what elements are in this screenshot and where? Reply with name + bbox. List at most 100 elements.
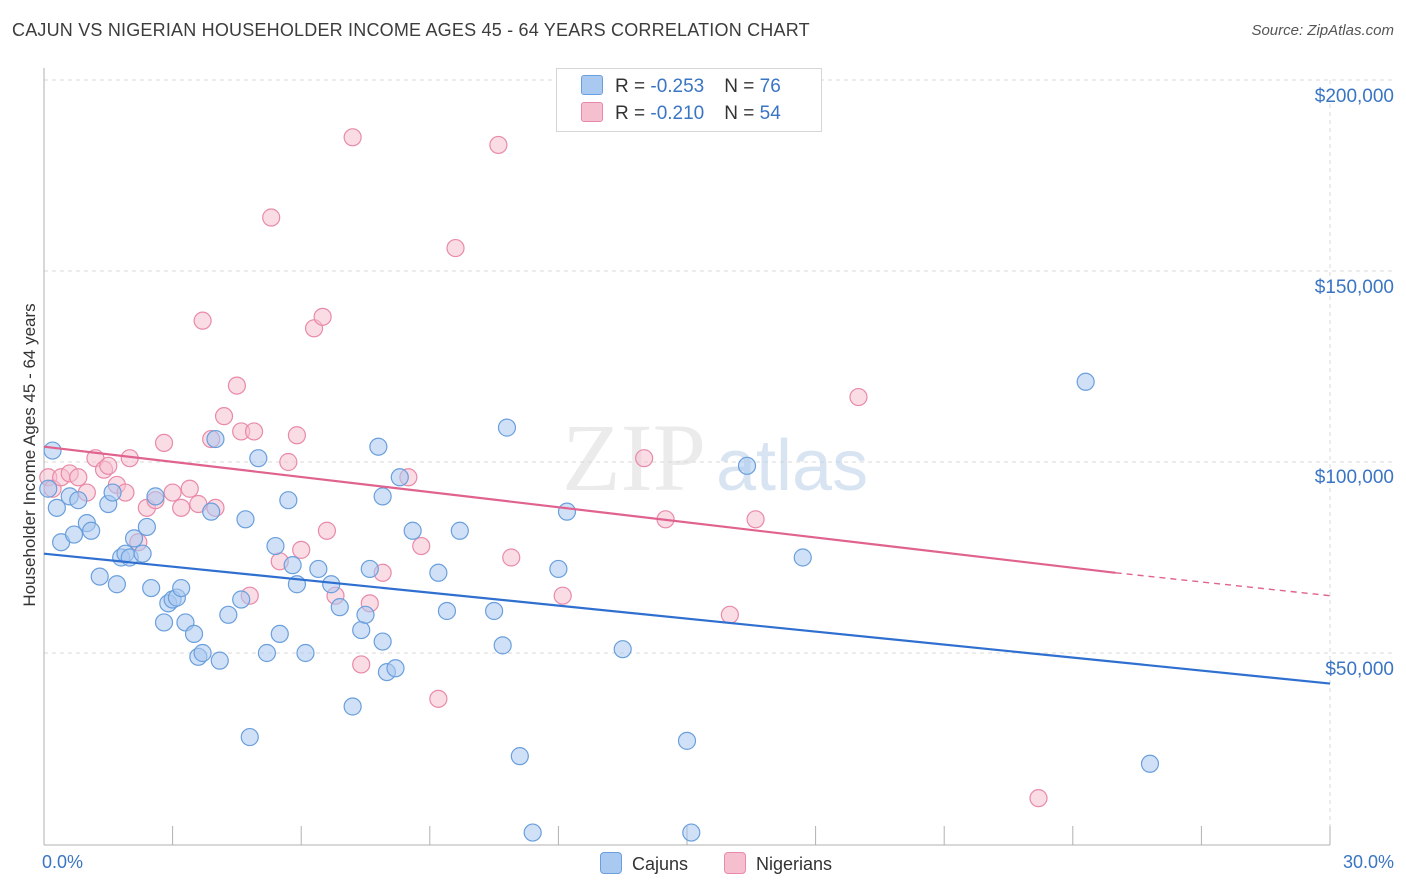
trend-lines bbox=[43, 445, 1331, 685]
cajun-point bbox=[549, 559, 568, 579]
cajun-point bbox=[343, 697, 362, 716]
cajun-point bbox=[39, 479, 58, 498]
cajun-swatch bbox=[581, 75, 603, 95]
cajun-r-value: -0.253 bbox=[650, 76, 705, 97]
cajun-point bbox=[107, 575, 126, 594]
nigerian-point bbox=[163, 483, 182, 502]
cajun-point bbox=[369, 437, 388, 456]
chart-title: CAJUN VS NIGERIAN HOUSEHOLDER INCOME AGE… bbox=[12, 20, 810, 40]
cajun-point bbox=[373, 632, 392, 651]
cajun-point bbox=[497, 418, 517, 437]
nigerian-point bbox=[489, 135, 508, 155]
cajuns-label: Cajuns bbox=[632, 854, 689, 874]
nigerian-point bbox=[1029, 789, 1048, 808]
cajun-point bbox=[677, 731, 697, 750]
cajun-points bbox=[39, 372, 1160, 842]
nigerian-point bbox=[412, 536, 431, 556]
nigerian-point bbox=[313, 307, 332, 326]
cajun-point bbox=[613, 640, 632, 659]
nigerian-point bbox=[502, 548, 521, 567]
cajun-point bbox=[352, 620, 371, 640]
cajun-point bbox=[373, 487, 392, 506]
cajun-point bbox=[43, 441, 62, 460]
cajun-point bbox=[1140, 754, 1160, 773]
cajun-point bbox=[206, 429, 225, 449]
y-axis-label: Householder Income Ages 45 - 64 years bbox=[20, 303, 39, 607]
cajun-point bbox=[193, 643, 212, 663]
cajun-point bbox=[682, 823, 701, 842]
nigerian-point bbox=[720, 605, 739, 624]
r-label: R = bbox=[615, 103, 651, 124]
cajun-point bbox=[257, 643, 277, 663]
nigerians-label: Nigerians bbox=[756, 854, 833, 874]
nigerian-swatch bbox=[581, 102, 603, 122]
n-label: N = bbox=[724, 76, 760, 97]
cajun-point bbox=[403, 521, 422, 540]
x-tick-label-min: 0.0% bbox=[42, 852, 84, 872]
cajun-point bbox=[296, 643, 315, 663]
cajun-point bbox=[270, 624, 289, 644]
cajun-n-value: 76 bbox=[759, 76, 781, 97]
cajun-point bbox=[429, 563, 448, 582]
cajun-point bbox=[172, 578, 191, 598]
cajun-point bbox=[493, 636, 512, 655]
cajun-point bbox=[142, 578, 161, 598]
nigerian-point bbox=[343, 128, 362, 147]
cajun-point bbox=[133, 544, 152, 563]
nigerian-point bbox=[244, 422, 264, 441]
nigerian-n-value: 54 bbox=[759, 103, 781, 124]
x-tick-label-max: 30.0% bbox=[1342, 852, 1394, 872]
nigerian-point bbox=[429, 689, 448, 708]
nigerian-point bbox=[446, 238, 465, 258]
nigerian-point bbox=[69, 468, 88, 487]
cajun-point bbox=[202, 502, 221, 521]
nigerian-point bbox=[746, 510, 765, 529]
nigerians-swatch bbox=[724, 852, 746, 874]
cajun-point bbox=[1076, 372, 1095, 391]
cajun-point bbox=[154, 613, 174, 632]
cajun-point bbox=[390, 468, 409, 487]
nigerian-point bbox=[262, 208, 281, 227]
cajun-point bbox=[793, 548, 812, 567]
cajun-point bbox=[90, 567, 109, 586]
legend-item-cajuns[interactable]: Cajuns bbox=[600, 852, 688, 875]
nigerian-point bbox=[849, 387, 868, 407]
cajun-point bbox=[232, 590, 251, 609]
nigerian-points bbox=[39, 128, 1048, 808]
y-tick-label: $100,000 bbox=[1314, 467, 1394, 488]
cajun-point bbox=[279, 491, 298, 510]
nigerian-point bbox=[279, 452, 298, 472]
legend-row-cajun: R = -0.253 N = 76 bbox=[581, 75, 781, 99]
cajun-point bbox=[523, 823, 542, 842]
nigerian-point bbox=[214, 407, 234, 426]
cajun-point bbox=[103, 483, 122, 502]
nigerian-point bbox=[172, 498, 191, 517]
cajun-point bbox=[240, 727, 259, 747]
nigerian-point bbox=[635, 449, 654, 468]
cajun-point bbox=[737, 456, 757, 475]
cajun-point bbox=[330, 598, 349, 617]
cajuns-swatch bbox=[600, 852, 622, 874]
cajun-point bbox=[82, 521, 101, 540]
nigerian-trend-extension bbox=[1115, 572, 1331, 597]
cajun-point bbox=[249, 449, 268, 468]
cajun-point bbox=[356, 605, 375, 624]
cajun-point bbox=[309, 559, 328, 579]
cajun-point bbox=[146, 487, 165, 506]
nigerian-point bbox=[154, 433, 174, 452]
legend-item-nigerians[interactable]: Nigerians bbox=[724, 852, 832, 875]
cajun-point bbox=[283, 556, 302, 575]
cajun-point bbox=[210, 651, 229, 670]
cajun-trend-line bbox=[43, 552, 1331, 685]
watermark: ZIP atlas bbox=[562, 404, 868, 511]
n-label: N = bbox=[724, 103, 760, 124]
nigerian-point bbox=[287, 426, 307, 445]
legend-row-nigerian: R = -0.210 N = 54 bbox=[581, 102, 781, 126]
nigerian-point bbox=[292, 540, 311, 559]
nigerian-point bbox=[227, 376, 246, 395]
chart-source: Source: ZipAtlas.com bbox=[1251, 22, 1394, 39]
y-tick-label: $150,000 bbox=[1314, 277, 1394, 298]
y-tick-label: $50,000 bbox=[1325, 659, 1394, 680]
nigerian-point bbox=[180, 479, 199, 498]
